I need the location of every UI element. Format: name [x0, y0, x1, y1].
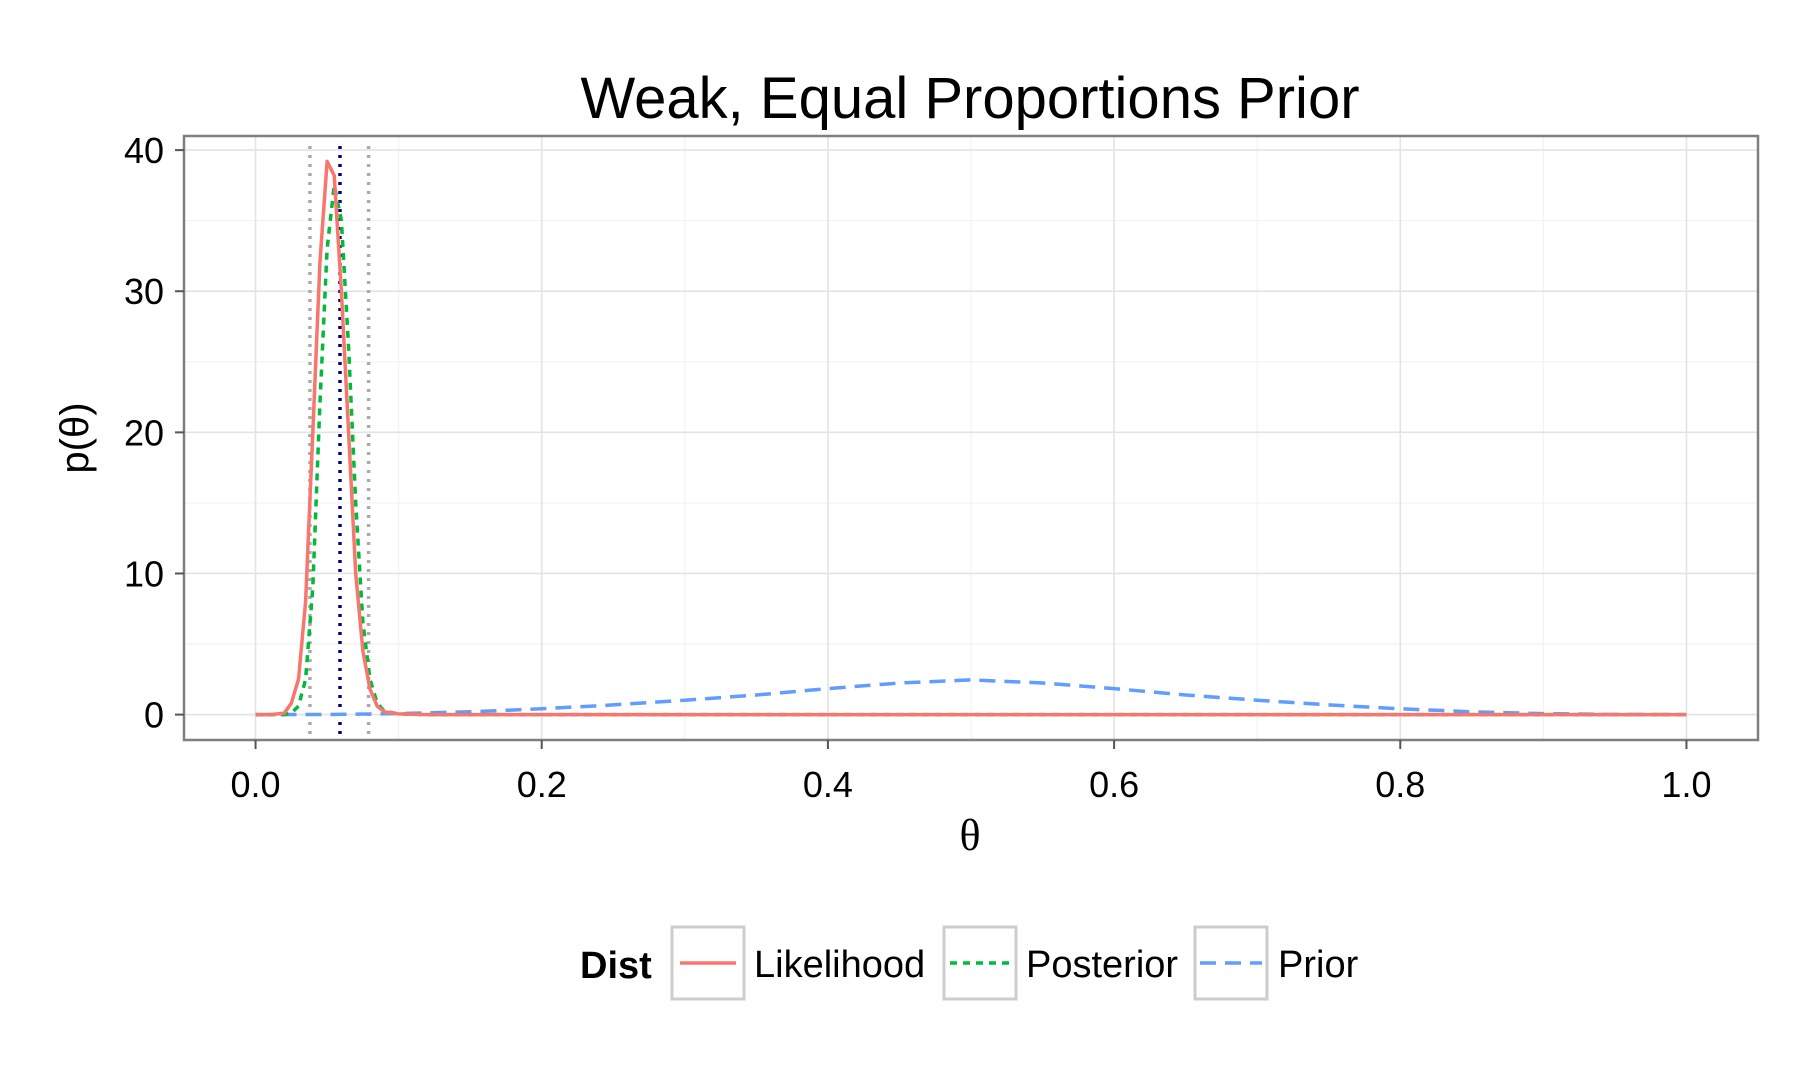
legend-item-likelihood: Likelihood — [670, 925, 925, 1001]
x-axis-title: θ — [959, 811, 980, 860]
series-lines — [255, 159, 1687, 717]
legend: Dist Likelihood Posterior Prior — [580, 925, 1359, 1001]
x-tick-label: 0.0 — [231, 764, 281, 805]
y-tick-label: 20 — [124, 412, 164, 453]
x-axis-ticks: 0.0 0.2 0.4 0.6 0.8 1.0 — [231, 740, 1711, 805]
x-tick-label: 0.4 — [803, 764, 853, 805]
series-line-likelihood — [255, 159, 1687, 717]
y-tick-label: 0 — [144, 695, 164, 736]
y-tick-label: 40 — [124, 130, 164, 171]
y-tick-label: 30 — [124, 271, 164, 312]
minor-grid — [184, 136, 1758, 740]
x-tick-label: 0.6 — [1089, 764, 1139, 805]
legend-label-prior: Prior — [1278, 944, 1359, 986]
y-axis-ticks: 0 10 20 30 40 — [124, 130, 184, 736]
legend-title: Dist — [580, 945, 652, 987]
y-axis-title: p(θ) — [53, 402, 97, 473]
legend-label-posterior: Posterior — [1026, 944, 1178, 986]
series-line-prior — [255, 678, 1687, 717]
x-tick-label: 1.0 — [1661, 764, 1711, 805]
legend-label-likelihood: Likelihood — [754, 944, 925, 986]
legend-item-posterior: Posterior — [942, 925, 1178, 1001]
x-tick-label: 0.8 — [1375, 764, 1425, 805]
legend-item-prior: Prior — [1193, 925, 1359, 1001]
y-tick-label: 10 — [124, 553, 164, 594]
x-tick-label: 0.2 — [517, 764, 567, 805]
plot-border — [182, 134, 1760, 742]
chart-title: Weak, Equal Proportions Prior — [580, 66, 1359, 131]
